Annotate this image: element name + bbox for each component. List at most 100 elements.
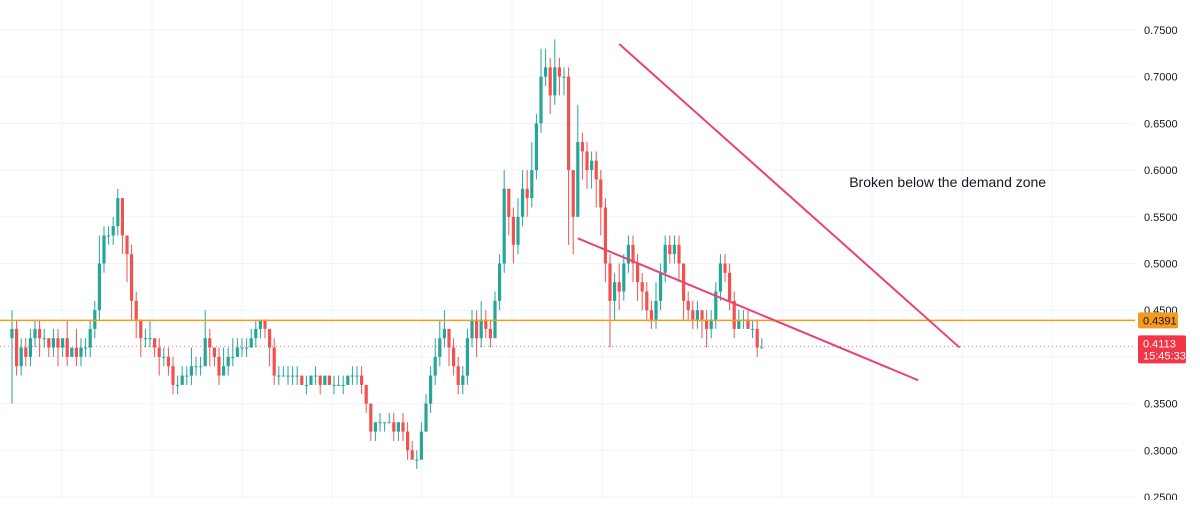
candle-body bbox=[668, 244, 672, 255]
candle-body bbox=[396, 422, 400, 432]
candle-body bbox=[433, 356, 437, 376]
candle-body bbox=[410, 450, 414, 460]
candle-body bbox=[709, 319, 713, 329]
candle-body bbox=[304, 384, 308, 386]
price-tick-label: 0.7000 bbox=[1144, 72, 1178, 84]
candle-body bbox=[498, 263, 502, 301]
candle-body bbox=[332, 384, 336, 386]
candle-body bbox=[125, 235, 129, 255]
candle-body bbox=[617, 282, 621, 292]
candle-body bbox=[502, 188, 506, 264]
candle-body bbox=[180, 375, 184, 385]
candle-body bbox=[580, 142, 584, 152]
candle-body bbox=[746, 319, 750, 329]
candle-body bbox=[346, 375, 350, 385]
candle-body bbox=[613, 282, 617, 301]
candle-body bbox=[277, 375, 281, 377]
candle-body bbox=[557, 67, 561, 77]
price-tick-label: 0.2500 bbox=[1144, 492, 1178, 500]
candle-body bbox=[24, 347, 28, 357]
candle-body bbox=[631, 244, 635, 264]
candle-body bbox=[406, 431, 410, 451]
candle-body bbox=[636, 263, 640, 283]
candle-body bbox=[134, 300, 138, 320]
candle-body bbox=[51, 338, 55, 348]
support-price-badge-bg bbox=[1138, 312, 1178, 329]
candle-body bbox=[659, 272, 663, 301]
candle-body bbox=[585, 151, 589, 171]
candle-body bbox=[295, 375, 299, 377]
candle-body bbox=[309, 375, 313, 385]
candle-body bbox=[599, 179, 603, 208]
candle-body bbox=[70, 347, 74, 357]
candle-body bbox=[548, 67, 552, 96]
candle-body bbox=[28, 338, 32, 357]
candle-body bbox=[166, 356, 170, 367]
candle-body bbox=[231, 356, 235, 358]
trendline-lower[interactable] bbox=[577, 237, 919, 382]
candle-body bbox=[189, 366, 193, 376]
candle-body bbox=[226, 356, 230, 367]
candle-body bbox=[723, 263, 727, 273]
candle-body bbox=[203, 338, 207, 367]
candle-body bbox=[263, 319, 267, 329]
candle-body bbox=[521, 188, 525, 217]
candle-body bbox=[511, 216, 515, 245]
candle-body bbox=[185, 375, 189, 377]
candle-body bbox=[84, 347, 88, 349]
price-axis[interactable]: 0.75000.70000.65000.60000.55000.50000.45… bbox=[1144, 25, 1178, 504]
candle-body bbox=[249, 338, 253, 348]
candle-body bbox=[38, 328, 42, 339]
candle-body bbox=[525, 188, 529, 199]
candle-body bbox=[208, 338, 212, 348]
candle-body bbox=[369, 403, 373, 432]
candle-body bbox=[695, 310, 699, 320]
candle-body bbox=[355, 375, 359, 377]
candle-body bbox=[74, 347, 78, 357]
candle-body bbox=[102, 235, 106, 264]
candle-body bbox=[212, 347, 216, 357]
candle-body bbox=[479, 319, 483, 339]
candle-body bbox=[272, 347, 276, 376]
candle-body bbox=[401, 422, 405, 432]
current-price-badge-bg bbox=[1138, 335, 1186, 364]
candle-body bbox=[93, 310, 97, 329]
candle-body bbox=[590, 160, 594, 171]
candle-body bbox=[199, 366, 203, 368]
candle-body bbox=[235, 347, 239, 357]
candle-body bbox=[33, 328, 37, 339]
candle-body bbox=[461, 375, 465, 385]
candle-body bbox=[327, 375, 331, 385]
candle-body bbox=[130, 254, 134, 301]
candle-body bbox=[116, 198, 120, 227]
candle-body bbox=[649, 310, 653, 320]
candle-body bbox=[120, 198, 124, 236]
candle-body bbox=[539, 76, 543, 124]
candle-body bbox=[15, 328, 19, 367]
candle-body bbox=[429, 375, 433, 404]
trendline-upper[interactable] bbox=[618, 43, 961, 349]
candle-body bbox=[323, 375, 327, 385]
candle-body bbox=[415, 459, 419, 461]
current-price-label: 0.4113 bbox=[1143, 338, 1176, 350]
candle-body bbox=[626, 244, 630, 264]
candle-body bbox=[217, 356, 221, 376]
annotation-text: Broken below the demand zone bbox=[849, 174, 1046, 190]
candle-body bbox=[387, 422, 391, 424]
candle-body bbox=[691, 310, 695, 320]
candle-body bbox=[438, 338, 442, 357]
candle-body bbox=[677, 244, 681, 264]
candle-body bbox=[19, 347, 23, 367]
candle-body bbox=[176, 384, 180, 386]
candle-body bbox=[475, 319, 479, 339]
candle-body bbox=[553, 67, 557, 96]
candle-body bbox=[10, 328, 14, 339]
candle-body bbox=[760, 347, 764, 349]
candle-body bbox=[65, 338, 69, 357]
price-tick-label: 0.3000 bbox=[1144, 445, 1178, 457]
candle-body bbox=[594, 160, 598, 180]
candle-body bbox=[139, 319, 143, 339]
candle-body bbox=[484, 319, 488, 329]
